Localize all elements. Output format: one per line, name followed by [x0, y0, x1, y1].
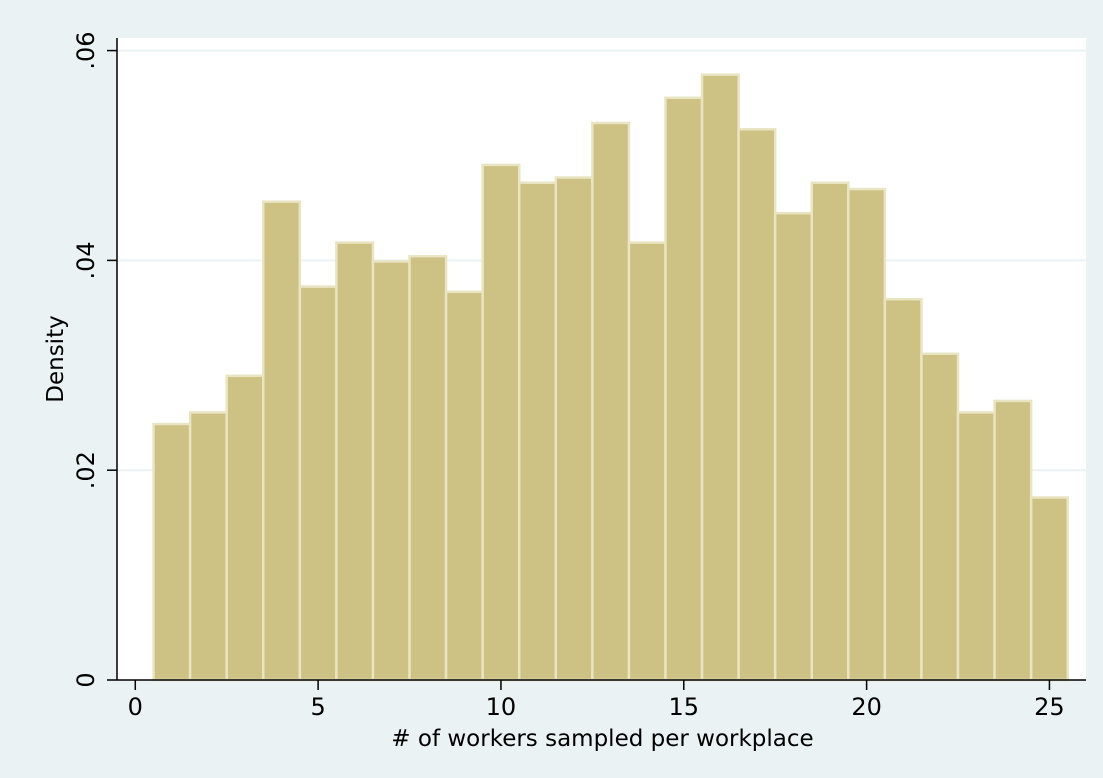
histogram-bar [1029, 496, 1069, 682]
histogram-bar [481, 163, 521, 682]
histogram-bar [444, 290, 484, 682]
x-tick-label: 20 [851, 693, 882, 721]
histogram-bar [335, 241, 375, 682]
histogram-bar [298, 285, 338, 682]
x-axis-title: # of workers sampled per workplace [391, 726, 813, 752]
x-tick-label: 25 [1034, 693, 1065, 721]
y-axis-title: Density [43, 315, 69, 402]
y-tick-label: .04 [72, 241, 100, 279]
histogram-bar [517, 181, 558, 682]
x-tick-label: 15 [669, 693, 700, 721]
axes-group [116, 38, 1086, 681]
histogram-bar [737, 128, 777, 682]
x-tick-label: 5 [310, 693, 325, 721]
histogram-bar [700, 73, 740, 682]
histogram-bar [408, 254, 448, 682]
histogram-bar [883, 297, 923, 682]
histogram-bar [956, 411, 996, 682]
histogram-bar [188, 411, 228, 682]
histogram-bar [993, 399, 1033, 682]
histogram-bar [664, 96, 704, 682]
histogram-bar [262, 200, 302, 682]
histogram-bar [591, 121, 631, 682]
y-tick-label: 0 [72, 672, 100, 687]
histogram-bar [847, 187, 887, 682]
bars-group [152, 73, 1069, 682]
histogram-bar [554, 176, 594, 682]
histogram-bar [225, 374, 265, 682]
x-tick-label: 0 [128, 693, 143, 721]
y-tick-label: .02 [72, 451, 100, 489]
histogram-bar [773, 211, 814, 682]
histogram-bar [152, 422, 192, 682]
histogram-bar [627, 241, 667, 682]
histogram-bar [810, 181, 850, 682]
y-tick-label: .06 [72, 32, 100, 70]
y-axis-ticks: 0 .02 .04 .06 [72, 32, 117, 688]
x-axis-ticks: 0 5 10 15 20 25 [128, 680, 1065, 721]
x-tick-label: 10 [486, 693, 517, 721]
histogram-bar [371, 260, 411, 682]
histogram-bar [920, 352, 960, 682]
